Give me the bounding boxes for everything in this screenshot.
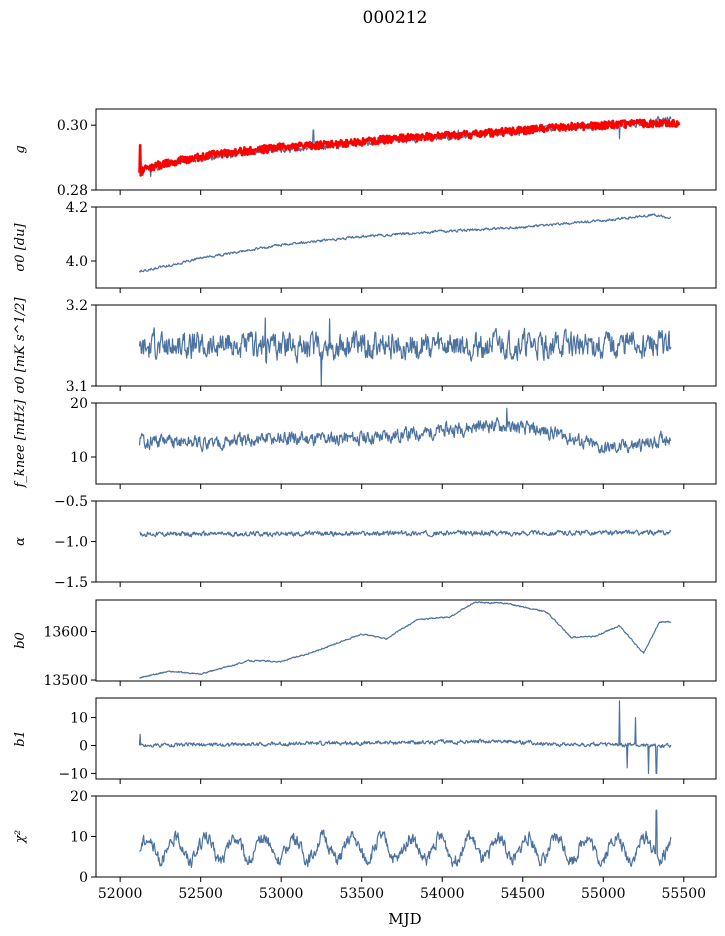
series-line-b1	[138, 700, 672, 774]
y-tick-label: 4.2	[66, 200, 88, 216]
y-axis-label: f_knee [mHz]	[13, 399, 28, 489]
y-tick-label: 0	[79, 870, 88, 886]
x-tick-label: 55000	[581, 886, 626, 902]
x-tick-label: 52500	[178, 886, 223, 902]
axes-frame	[95, 206, 717, 289]
axes-frame	[95, 402, 717, 485]
y-tick-label: 20	[70, 789, 88, 805]
y-tick-label: 4.0	[66, 254, 88, 270]
y-tick-label: −10	[58, 766, 88, 782]
y-axis-label: b0	[13, 632, 28, 649]
axes-frame	[95, 697, 717, 780]
y-tick-label: 10	[70, 711, 88, 727]
panel-sigma0_mks: 3.1 3.2 σ0 [mK s^1/2]	[13, 297, 717, 395]
x-tick-label: 54500	[500, 886, 545, 902]
y-axis-label: b1	[13, 730, 28, 747]
y-tick-label: 3.2	[66, 298, 88, 314]
panel-b1: −10 0 10 b1	[13, 697, 717, 784]
panel-alpha: −1.5 −1.0 −0.5 α	[13, 494, 717, 591]
series-line-b0	[139, 601, 671, 679]
y-tick-label: −0.5	[54, 494, 88, 510]
figure-title: 000212	[363, 8, 428, 28]
series-line-sigma0_mks	[138, 317, 672, 387]
x-tick-label: 53000	[259, 886, 304, 902]
y-tick-label: −1.0	[54, 535, 88, 551]
y-tick-label: 0.28	[57, 183, 88, 199]
y-tick-label: 3.1	[66, 379, 88, 395]
series-line-sigma0_du	[138, 213, 672, 273]
y-tick-label: 0.30	[57, 118, 88, 134]
x-tick-label: 54000	[420, 886, 465, 902]
y-axis-label: α	[13, 537, 28, 546]
y-tick-label: 10	[70, 450, 88, 466]
panel-b0: 13500 13600 b0	[13, 599, 717, 689]
series-line-fit	[138, 118, 681, 177]
series-line-fknee	[138, 407, 672, 454]
axes-frame	[95, 599, 717, 682]
x-tick-label: 55500	[662, 886, 707, 902]
series-line-alpha	[139, 529, 672, 538]
y-axis-label: χ²	[13, 830, 28, 844]
panel-sigma0_du: 4.0 4.2 σ0 [du]	[13, 200, 717, 293]
y-tick-label: −1.5	[54, 575, 88, 591]
y-tick-label: 20	[70, 396, 88, 412]
y-tick-label: 13600	[43, 625, 88, 641]
y-tick-label: 10	[70, 830, 88, 846]
y-axis-label: σ0 [mK s^1/2]	[13, 297, 28, 394]
panel-chi2: 0 10 20 52000 52500 53000 53500 54000 54500 55000…	[13, 789, 717, 902]
x-axis-label: MJD	[388, 910, 421, 928]
panels: 0.28 0.30 g 4.0 4.2 σ0 [du] 3.1 3.2 σ0 [mK s^1/2…	[13, 108, 717, 902]
y-axis-label: σ0 [du]	[13, 223, 28, 272]
panel-fknee: 10 20 f_knee [mHz]	[13, 396, 717, 489]
y-tick-label: 13500	[43, 673, 88, 689]
y-axis-label: g	[13, 145, 28, 153]
panel-g: 0.28 0.30 g	[13, 108, 717, 199]
series-line-chi2	[139, 809, 672, 868]
y-tick-label: 0	[79, 738, 88, 754]
axes-frame	[95, 304, 717, 387]
x-tick-label: 53500	[339, 886, 384, 902]
axes-frame	[95, 108, 717, 191]
x-tick-label: 52000	[98, 886, 143, 902]
axes-frame	[95, 500, 717, 583]
